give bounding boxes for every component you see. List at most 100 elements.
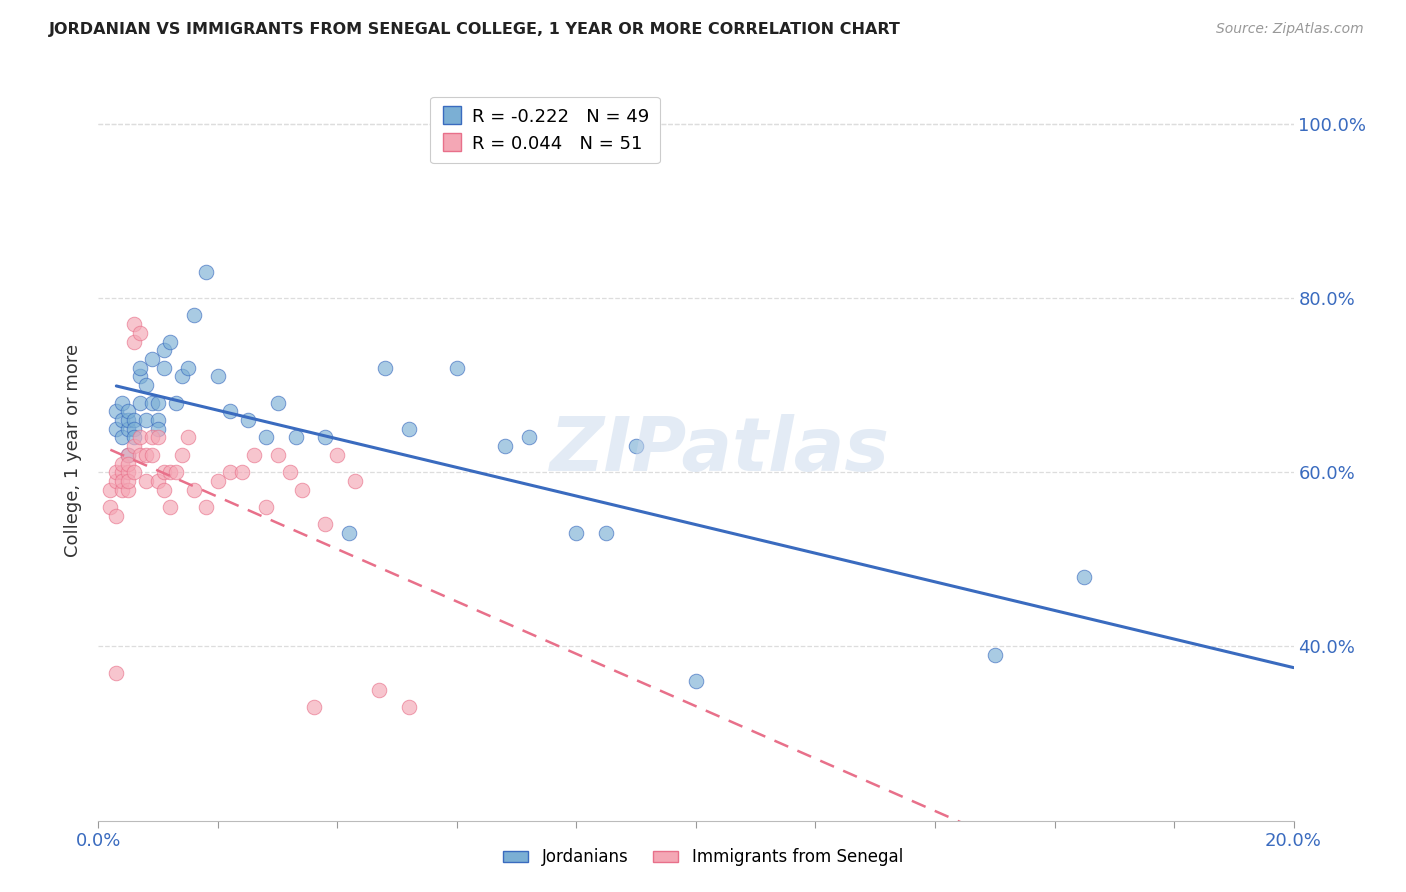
Text: JORDANIAN VS IMMIGRANTS FROM SENEGAL COLLEGE, 1 YEAR OR MORE CORRELATION CHART: JORDANIAN VS IMMIGRANTS FROM SENEGAL COL…	[49, 22, 901, 37]
Point	[117, 483, 139, 497]
Point	[219, 404, 242, 418]
Point	[159, 465, 181, 479]
Point	[183, 483, 205, 497]
Text: ZIPatlas: ZIPatlas	[550, 414, 890, 487]
Point	[124, 413, 146, 427]
Point	[172, 369, 194, 384]
Point	[494, 439, 516, 453]
Point	[117, 448, 139, 462]
Point	[148, 474, 170, 488]
Point	[141, 395, 163, 409]
Point	[177, 360, 200, 375]
Point	[207, 369, 229, 384]
Point	[135, 448, 157, 462]
Point	[195, 265, 218, 279]
Point	[117, 413, 139, 427]
Point	[183, 309, 205, 323]
Point	[177, 430, 200, 444]
Point	[398, 422, 420, 436]
Point	[148, 422, 170, 436]
Point	[98, 500, 122, 514]
Point	[141, 430, 163, 444]
Point	[153, 465, 176, 479]
Point	[267, 448, 290, 462]
Point	[243, 448, 266, 462]
Point	[148, 395, 170, 409]
Point	[124, 465, 146, 479]
Point	[219, 465, 242, 479]
Point	[124, 422, 146, 436]
Point	[302, 700, 325, 714]
Point	[105, 474, 128, 488]
Point	[135, 378, 157, 392]
Point	[129, 326, 152, 340]
Point	[254, 500, 277, 514]
Point	[111, 395, 134, 409]
Point	[278, 465, 301, 479]
Point	[105, 422, 128, 436]
Point	[135, 413, 157, 427]
Point	[374, 360, 396, 375]
Point	[267, 395, 290, 409]
Legend: R = -0.222   N = 49, R = 0.044   N = 51: R = -0.222 N = 49, R = 0.044 N = 51	[430, 96, 659, 163]
Point	[1073, 570, 1095, 584]
Point	[105, 465, 128, 479]
Point	[117, 465, 139, 479]
Point	[344, 474, 367, 488]
Point	[135, 474, 157, 488]
Point	[129, 448, 152, 462]
Point	[153, 360, 176, 375]
Point	[685, 674, 707, 689]
Point	[153, 483, 176, 497]
Point	[124, 439, 146, 453]
Point	[105, 665, 128, 680]
Point	[339, 526, 361, 541]
Point	[148, 430, 170, 444]
Point	[105, 508, 128, 523]
Point	[517, 430, 540, 444]
Point	[159, 500, 181, 514]
Point	[326, 448, 349, 462]
Point	[129, 395, 152, 409]
Y-axis label: College, 1 year or more: College, 1 year or more	[65, 344, 83, 557]
Point	[148, 413, 170, 427]
Point	[117, 474, 139, 488]
Text: Source: ZipAtlas.com: Source: ZipAtlas.com	[1216, 22, 1364, 37]
Point	[117, 457, 139, 471]
Point	[111, 430, 134, 444]
Legend: Jordanians, Immigrants from Senegal: Jordanians, Immigrants from Senegal	[496, 842, 910, 873]
Point	[315, 517, 337, 532]
Point	[254, 430, 277, 444]
Point	[124, 317, 146, 331]
Point	[129, 430, 152, 444]
Point	[105, 404, 128, 418]
Point	[124, 334, 146, 349]
Point	[595, 526, 617, 541]
Point	[398, 700, 420, 714]
Point	[117, 448, 139, 462]
Point	[129, 360, 152, 375]
Point	[159, 334, 181, 349]
Point	[446, 360, 468, 375]
Point	[124, 430, 146, 444]
Point	[565, 526, 588, 541]
Point	[141, 351, 163, 366]
Point	[284, 430, 307, 444]
Point	[291, 483, 314, 497]
Point	[117, 404, 139, 418]
Point	[236, 413, 259, 427]
Point	[117, 422, 139, 436]
Point	[153, 343, 176, 358]
Point	[165, 395, 187, 409]
Point	[111, 483, 134, 497]
Point	[129, 369, 152, 384]
Point	[231, 465, 253, 479]
Point	[141, 448, 163, 462]
Point	[111, 413, 134, 427]
Point	[111, 465, 134, 479]
Point	[368, 683, 391, 698]
Point	[195, 500, 218, 514]
Point	[172, 448, 194, 462]
Point	[98, 483, 122, 497]
Point	[165, 465, 187, 479]
